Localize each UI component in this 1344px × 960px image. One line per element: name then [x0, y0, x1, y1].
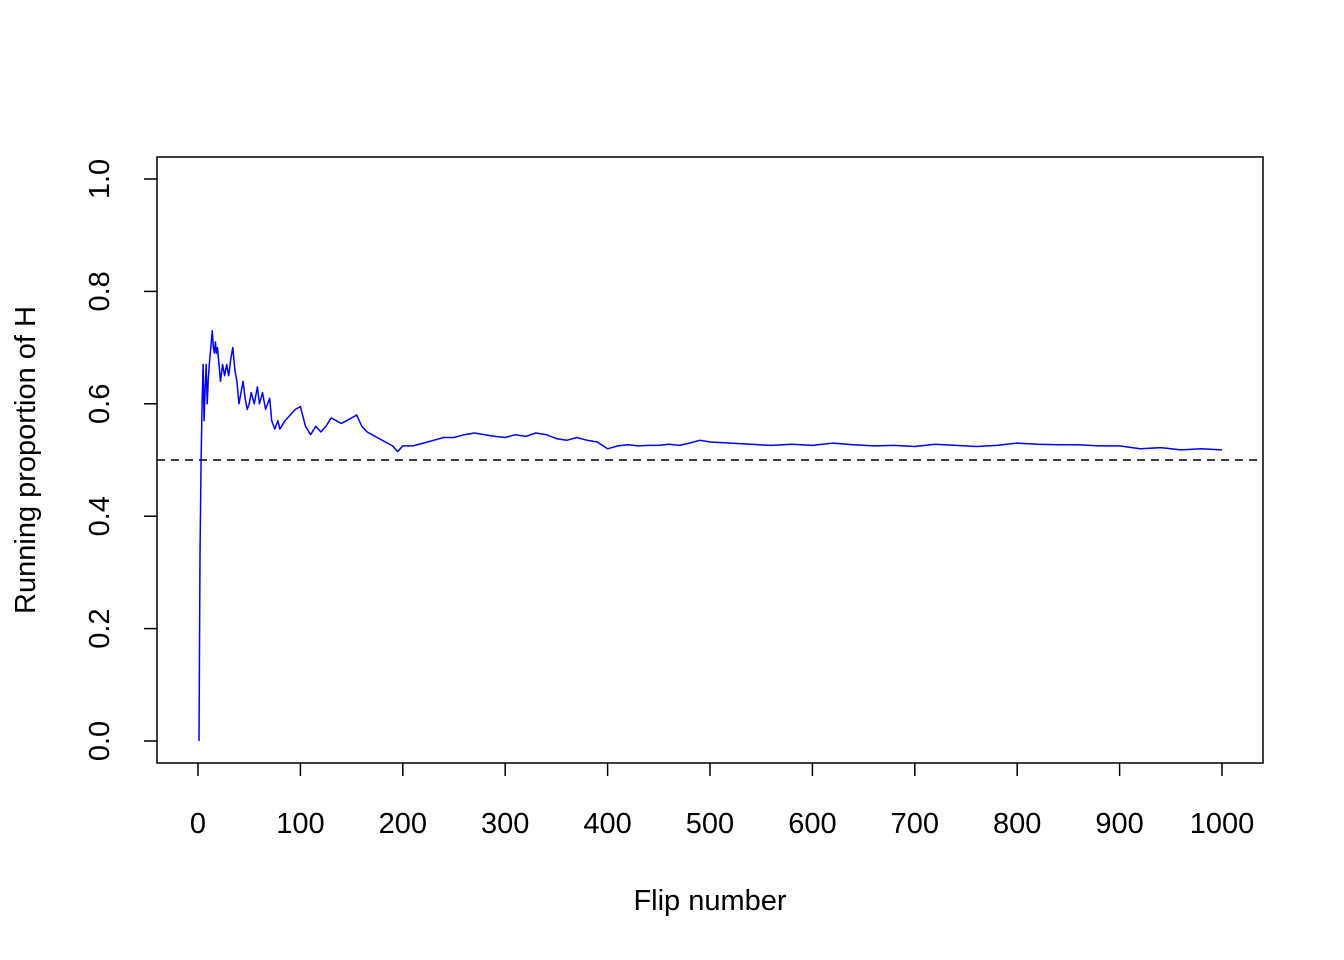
y-tick-label: 0.6: [84, 384, 116, 424]
y-tick-label: 1.0: [84, 159, 116, 199]
y-tick-label: 0.0: [84, 721, 116, 761]
x-tick-label: 800: [993, 808, 1041, 840]
x-tick-label: 900: [1095, 808, 1143, 840]
x-tick-label: 200: [379, 808, 427, 840]
y-axis-title: Running proportion of H: [10, 306, 42, 614]
x-tick-label: 400: [583, 808, 631, 840]
y-tick-label: 0.4: [84, 496, 116, 536]
x-tick-label: 0: [190, 808, 206, 840]
x-axis-title: Flip number: [633, 885, 786, 917]
y-tick-label: 0.2: [84, 608, 116, 648]
x-tick-label: 600: [788, 808, 836, 840]
x-tick-label: 700: [891, 808, 939, 840]
x-tick-label: 500: [686, 808, 734, 840]
x-tick-label: 100: [276, 808, 324, 840]
x-axis: 0 100 200 300 400 500 600 700 800 900 1000: [190, 763, 1254, 840]
x-tick-label: 1000: [1190, 808, 1255, 840]
x-tick-label: 300: [481, 808, 529, 840]
series-line-0: [198, 329, 1223, 742]
y-axis: 0.0 0.2 0.4 0.6 0.8 1.0: [84, 159, 157, 761]
y-tick-label: 0.8: [84, 271, 116, 311]
series-layer: [198, 329, 1223, 742]
